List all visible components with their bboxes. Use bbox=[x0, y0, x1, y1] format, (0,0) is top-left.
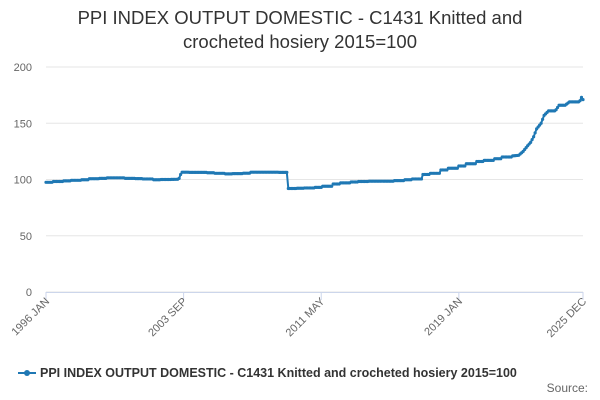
x-tick-label: 2019 JAN bbox=[422, 296, 465, 339]
x-tick-label: 2003 SEP bbox=[146, 296, 190, 340]
series-line bbox=[46, 96, 584, 190]
data-point bbox=[177, 176, 181, 180]
data-point bbox=[579, 95, 584, 99]
data-point bbox=[437, 171, 441, 175]
data-point bbox=[555, 105, 560, 110]
data-point bbox=[541, 117, 545, 121]
y-tick-label: 100 bbox=[14, 175, 32, 187]
x-tick-label: 1996 JAN bbox=[9, 296, 52, 339]
data-point bbox=[179, 172, 183, 177]
data-point bbox=[530, 137, 534, 142]
legend-label: PPI INDEX OUTPUT DOMESTIC - C1431 Knitte… bbox=[40, 366, 517, 380]
data-point bbox=[473, 162, 477, 166]
source-label: Source: bbox=[546, 381, 588, 395]
data-point bbox=[581, 98, 585, 102]
data-point bbox=[539, 121, 543, 125]
data-point bbox=[330, 184, 334, 188]
data-point bbox=[455, 166, 459, 170]
data-point bbox=[285, 170, 289, 175]
legend-line-marker-icon bbox=[18, 368, 36, 378]
y-tick-label: 150 bbox=[14, 118, 32, 130]
y-tick-label: 50 bbox=[20, 231, 32, 243]
x-tick-label: 2011 MAY bbox=[284, 295, 328, 339]
y-tick-label: 0 bbox=[26, 287, 32, 299]
y-tick-label: 200 bbox=[14, 62, 32, 74]
data-point bbox=[419, 177, 424, 181]
x-tick-label: 2025 DEC bbox=[545, 296, 589, 340]
chart-title-line-2: crocheted hosiery 2015=100 bbox=[183, 31, 417, 52]
data-point bbox=[578, 99, 582, 103]
legend[interactable]: PPI INDEX OUTPUT DOMESTIC - C1431 Knitte… bbox=[18, 363, 517, 383]
data-point bbox=[532, 135, 536, 139]
chart-title: PPI INDEX OUTPUT DOMESTIC - C1431 Knitte… bbox=[0, 6, 600, 54]
data-point bbox=[463, 164, 467, 168]
data-point bbox=[554, 108, 558, 112]
data-point bbox=[533, 131, 537, 135]
chart-title-line-1: PPI INDEX OUTPUT DOMESTIC - C1431 Knitte… bbox=[77, 7, 523, 28]
data-point bbox=[529, 140, 533, 144]
